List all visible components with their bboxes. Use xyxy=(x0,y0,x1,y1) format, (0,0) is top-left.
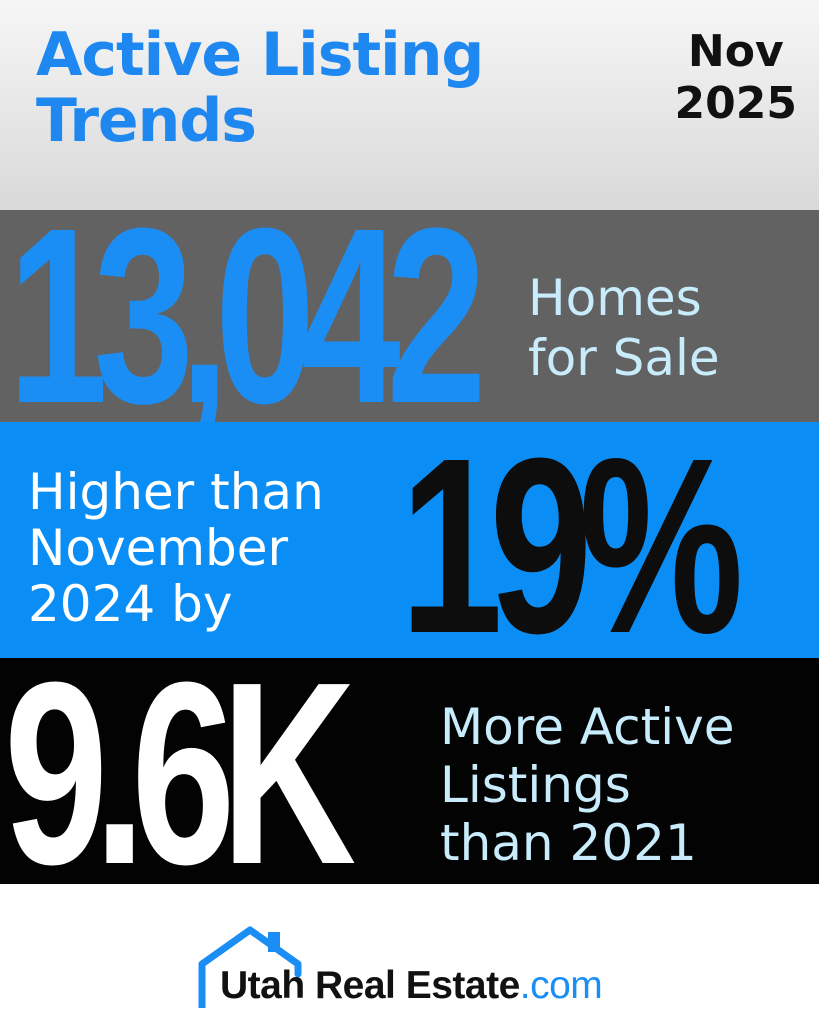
brand-name: Utah Real Estate xyxy=(220,964,520,1007)
year-over-year-value: 19% xyxy=(400,422,744,658)
brand-logo: Utah Real Estate.com xyxy=(196,926,636,1008)
brand-wordmark: Utah Real Estate.com xyxy=(220,964,603,1008)
vs-2021-band: 9.6K More Active Listings than 2021 xyxy=(0,658,819,884)
homes-for-sale-label-line-2: for Sale xyxy=(528,329,720,387)
report-month: Nov xyxy=(687,26,784,77)
year-over-year-label-line-2: November xyxy=(28,519,289,577)
footer: Utah Real Estate.com xyxy=(0,884,819,1024)
vs-2021-label-line-1: More Active xyxy=(440,698,735,756)
vs-2021-label-line-2: Listings xyxy=(440,756,631,814)
house-outline-icon xyxy=(198,926,302,1008)
year-over-year-label-line-3: 2024 by xyxy=(28,575,233,633)
page-title: Active Listing Trends xyxy=(36,20,484,156)
year-over-year-band: Higher than November 2024 by 19% xyxy=(0,422,819,658)
vs-2021-value: 9.6K xyxy=(4,658,356,884)
report-year: 2025 xyxy=(674,78,797,129)
vs-2021-label: More Active Listings than 2021 xyxy=(440,698,735,872)
year-over-year-label-line-1: Higher than xyxy=(28,463,324,521)
header: Active Listing Trends Nov 2025 xyxy=(0,0,819,210)
homes-for-sale-band: 13,042 Homes for Sale xyxy=(0,210,819,422)
title-line-2: Trends xyxy=(36,86,257,156)
title-line-1: Active Listing xyxy=(36,20,484,90)
report-date: Nov 2025 xyxy=(675,26,797,130)
year-over-year-label: Higher than November 2024 by xyxy=(28,464,324,632)
vs-2021-label-line-3: than 2021 xyxy=(440,814,697,872)
homes-for-sale-value: 13,042 xyxy=(8,210,487,422)
homes-for-sale-label: Homes for Sale xyxy=(528,268,720,388)
homes-for-sale-label-line-1: Homes xyxy=(528,269,702,327)
brand-suffix: .com xyxy=(519,964,603,1007)
